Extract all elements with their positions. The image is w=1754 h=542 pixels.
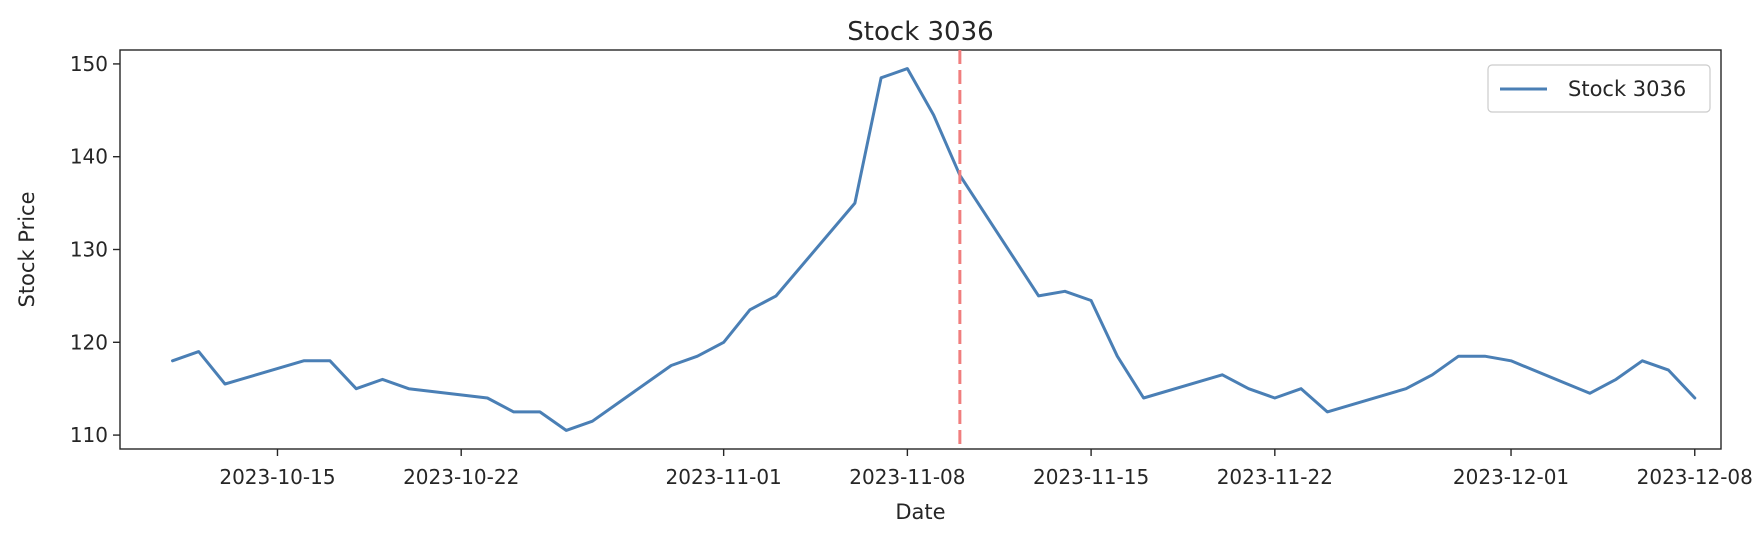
- y-axis-title: Stock Price: [15, 191, 39, 307]
- x-tick-label: 2023-11-22: [1217, 465, 1333, 489]
- y-tick-label: 130: [70, 238, 108, 262]
- y-tick-label: 150: [70, 52, 108, 76]
- x-tick-label: 2023-12-01: [1453, 465, 1569, 489]
- y-tick-label: 120: [70, 330, 108, 354]
- x-tick-label: 2023-10-15: [219, 465, 335, 489]
- x-tick-label: 2023-10-22: [403, 465, 519, 489]
- x-tick-label: 2023-11-08: [849, 465, 965, 489]
- legend-label: Stock 3036: [1568, 77, 1686, 101]
- y-tick-label: 140: [70, 145, 108, 169]
- x-tick-label: 2023-11-15: [1033, 465, 1149, 489]
- series-line: [171, 67, 1697, 432]
- x-tick-label: 2023-12-08: [1637, 465, 1753, 489]
- x-tick-label: 2023-11-01: [666, 465, 782, 489]
- y-tick-label: 110: [70, 423, 108, 447]
- plot-area: [119, 49, 1722, 450]
- chart-title: Stock 3036: [847, 17, 993, 47]
- x-axis-title: Date: [895, 500, 945, 524]
- x-axis: 2023-10-15 2023-10-22 2023-11-01 2023-11-08…: [219, 449, 1753, 489]
- series-layer: [171, 50, 1697, 449]
- y-axis: 110 120 130 140 150: [70, 52, 120, 447]
- legend-box: [1487, 64, 1711, 113]
- legend: Stock 3036: [1487, 64, 1711, 113]
